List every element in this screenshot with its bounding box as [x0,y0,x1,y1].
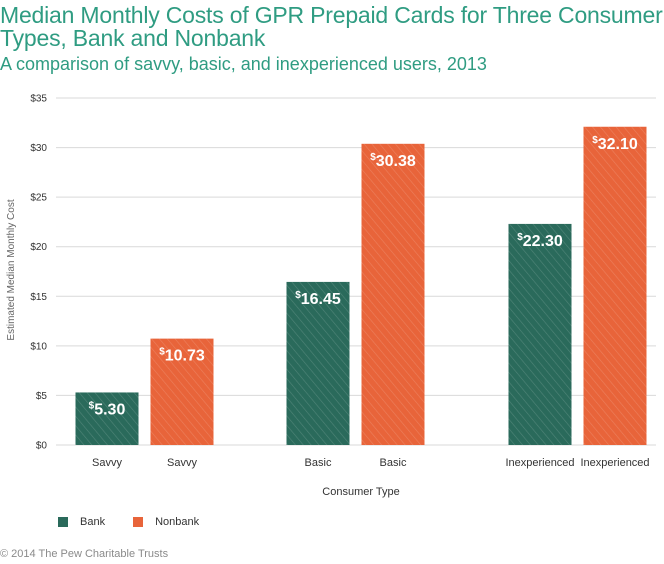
x-tick-label: Inexperienced [580,457,649,469]
x-tick-label: Basic [305,457,332,469]
chart-title: Median Monthly Costs of GPR Prepaid Card… [0,2,663,51]
y-tick-label: $15 [30,292,47,303]
legend-label-nonbank: Nonbank [155,516,200,528]
x-tick-label: Inexperienced [505,457,574,469]
y-tick-label: $30 [30,143,47,154]
y-tick-label: $20 [30,242,47,253]
y-tick-label: $35 [30,94,47,105]
legend-swatch-nonbank [133,517,144,527]
y-axis-title: Estimated Median Monthly Cost [6,199,17,340]
legend-label-bank: Bank [80,516,106,528]
bar-value-label: $32.10 [592,135,638,153]
legend-swatch-bank [58,517,68,527]
bar-texture [508,223,572,445]
y-tick-label: $10 [30,341,47,352]
bar-value-label: $5.30 [89,400,126,418]
bar-texture [150,338,214,445]
y-tick-label: $5 [36,391,48,402]
bar-value-label: $22.30 [517,232,563,250]
x-tick-label: Basic [380,457,407,469]
bar-texture [361,143,425,445]
legend: Bank Nonbank [58,516,227,528]
bar-value-label: $16.45 [295,290,341,308]
y-tick-label: $25 [30,193,47,204]
bar-texture [75,392,139,445]
x-tick-label: Savvy [92,457,122,469]
x-axis-title: Consumer Type [322,486,399,498]
y-tick-label: $0 [36,441,48,452]
bar-value-label: $10.73 [159,347,205,365]
x-tick-label: Savvy [167,457,197,469]
bar-texture [583,126,647,445]
bar-texture [286,281,350,445]
legend-item-bank: Bank [58,516,105,528]
copyright-footer: © 2014 The Pew Charitable Trusts [0,548,169,560]
bar-value-label: $30.38 [370,152,416,170]
chart-subtitle: A comparison of savvy, basic, and inexpe… [0,54,487,74]
legend-item-nonbank: Nonbank [133,516,199,528]
